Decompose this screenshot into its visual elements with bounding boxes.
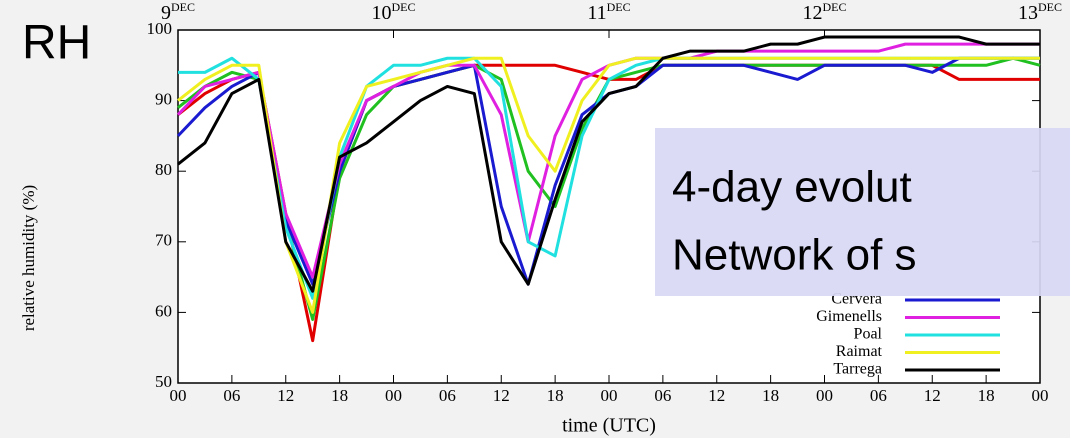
day-label: 9DEC [161, 0, 195, 24]
marks: 50 60 70 80 90 100 00 06 12 18 00 06 12 18 00 06 12 18 00 0… [147, 0, 1063, 405]
legend-label: Gimenells [816, 308, 882, 325]
y-tick-label: 50 [155, 372, 172, 391]
legend-label: Tarrega [833, 361, 882, 378]
x-tick-label: 06 [654, 386, 671, 405]
y-tick-label: 80 [155, 160, 172, 179]
day-label: 10DEC [372, 0, 416, 24]
y-tick-label: 60 [155, 301, 172, 320]
legend-label: Raimat [836, 343, 883, 360]
day-label: 13DEC [1018, 0, 1062, 24]
day-label: 11DEC [587, 0, 630, 24]
x-tick-label: 12 [493, 386, 510, 405]
day-month: DEC [171, 0, 195, 14]
x-tick-label: 06 [439, 386, 456, 405]
x-tick-label: 00 [601, 386, 618, 405]
x-tick-label: 00 [170, 386, 187, 405]
y-tick-label: 90 [155, 90, 172, 109]
day-month: DEC [392, 0, 416, 14]
x-tick-label: 12 [924, 386, 941, 405]
x-axis-label: time (UTC) [562, 415, 656, 437]
day-number: 13 [1018, 2, 1038, 24]
series-line [177, 56, 1040, 314]
x-tick-label: 06 [870, 386, 887, 405]
x-tick-label: 00 [1032, 386, 1049, 405]
overlay-title: RH [22, 17, 91, 70]
day-month: DEC [823, 0, 847, 14]
series-line [177, 35, 1040, 293]
x-tick-label: 18 [547, 386, 564, 405]
day-number: 11 [587, 2, 606, 24]
y-axis-label: relative humidity (%) [19, 185, 38, 331]
y-tick-label: 100 [147, 19, 173, 38]
y-tick-label: 70 [155, 231, 172, 250]
x-tick-label: 12 [708, 386, 725, 405]
legend-label: Poal [854, 326, 883, 343]
day-number: 12 [803, 2, 823, 24]
x-tick-label: 00 [385, 386, 402, 405]
x-tick-label: 12 [277, 386, 294, 405]
day-label: 12DEC [803, 0, 847, 24]
day-month: DEC [1038, 0, 1062, 14]
day-number: 9 [161, 2, 171, 24]
x-tick-label: 18 [331, 386, 348, 405]
x-tick-label: 00 [816, 386, 833, 405]
x-tick-label: 06 [223, 386, 240, 405]
box-line: Network of s [672, 231, 917, 280]
box-line: 4-day evolut [672, 163, 912, 212]
text-box [655, 128, 1070, 296]
x-tick-label: 18 [762, 386, 779, 405]
x-tick-label: 18 [978, 386, 995, 405]
day-month: DEC [607, 0, 631, 14]
day-number: 10 [372, 2, 392, 24]
